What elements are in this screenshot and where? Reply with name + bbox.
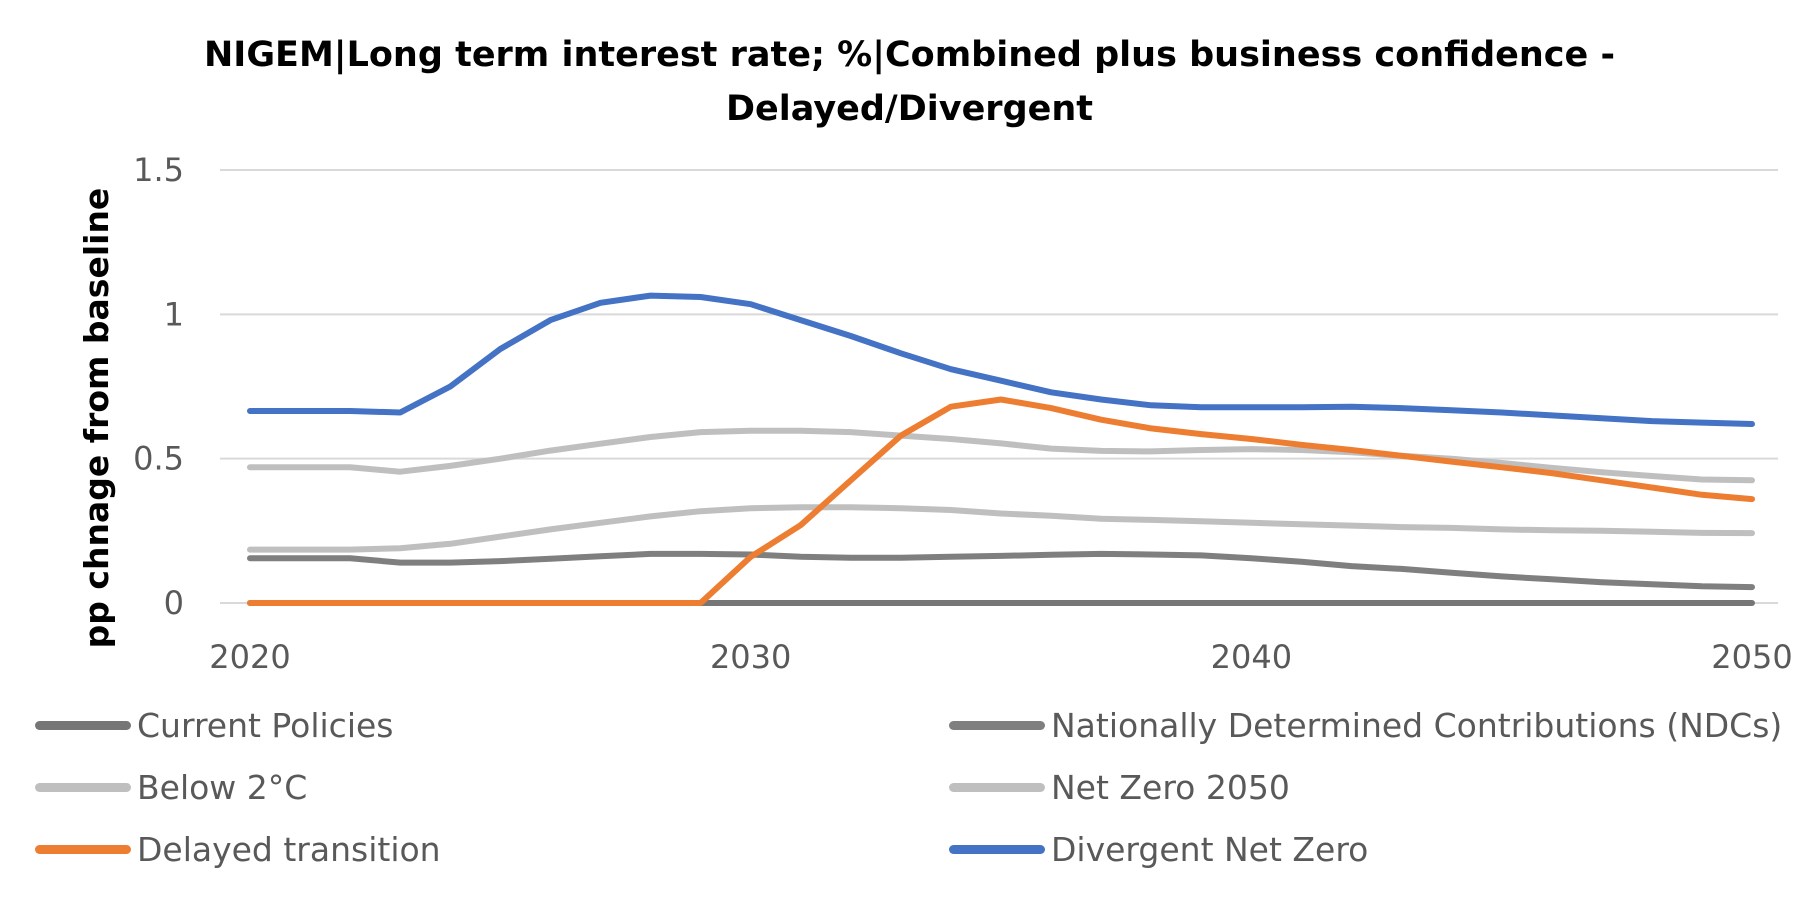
legend-label: Delayed transition xyxy=(137,829,441,869)
legend-item-nationally-determined-contributions-ndcs: Nationally Determined Contributions (NDC… xyxy=(949,705,1782,745)
legend: Current Policies Nationally Determined Co… xyxy=(35,705,1819,905)
legend-item-delayed-transition: Delayed transition xyxy=(35,829,441,869)
series-line-delayed-transition xyxy=(247,396,1755,606)
legend-swatch xyxy=(35,720,131,730)
x-tick-labels: 2020 2030 2040 2050 xyxy=(209,638,1792,676)
x-tick-label-2030: 2030 xyxy=(710,638,791,676)
legend-swatch xyxy=(949,782,1045,792)
series-line-nationally-determined-contributions-ndcs xyxy=(247,550,1755,591)
series-lines xyxy=(247,292,1755,606)
x-tick-label-2050: 2050 xyxy=(1711,638,1792,676)
series-line-below-2-c xyxy=(247,427,1755,484)
legend-item-current-policies: Current Policies xyxy=(35,705,394,745)
x-tick-label-2040: 2040 xyxy=(1211,638,1292,676)
x-tick-label-2020: 2020 xyxy=(209,638,290,676)
chart-title-line-2: Delayed/Divergent xyxy=(725,89,1094,129)
series-line-net-zero-2050 xyxy=(247,504,1755,553)
legend-swatch xyxy=(35,782,131,792)
y-tick-labels: 0 0.5 1 1.5 xyxy=(133,151,184,622)
legend-swatch xyxy=(949,720,1045,730)
y-tick-label-2: 1 xyxy=(164,295,184,333)
legend-swatch xyxy=(35,844,131,854)
legend-label: Below 2°C xyxy=(137,767,308,807)
y-tick-label-0: 0 xyxy=(164,584,184,622)
legend-swatch xyxy=(949,844,1045,854)
chart-title-line-1: NIGEM|Long term interest rate; %|Combine… xyxy=(204,35,1615,75)
legend-label: Current Policies xyxy=(137,705,394,745)
series-line-divergent-net-zero xyxy=(247,292,1755,427)
y-tick-label-1: 0.5 xyxy=(133,440,184,478)
y-axis-label: pp chnage from baseline xyxy=(77,188,116,649)
legend-label: Nationally Determined Contributions (NDC… xyxy=(1051,705,1783,745)
legend-label: Divergent Net Zero xyxy=(1051,829,1369,869)
legend-label: Net Zero 2050 xyxy=(1051,767,1290,807)
legend-item-divergent-net-zero: Divergent Net Zero xyxy=(949,829,1368,869)
legend-item-net-zero-2050: Net Zero 2050 xyxy=(949,767,1290,807)
chart-title: NIGEM|Long term interest rate; %|Combine… xyxy=(0,28,1819,136)
y-tick-label-3: 1.5 xyxy=(133,151,184,189)
legend-item-below-2-c: Below 2°C xyxy=(35,767,307,807)
